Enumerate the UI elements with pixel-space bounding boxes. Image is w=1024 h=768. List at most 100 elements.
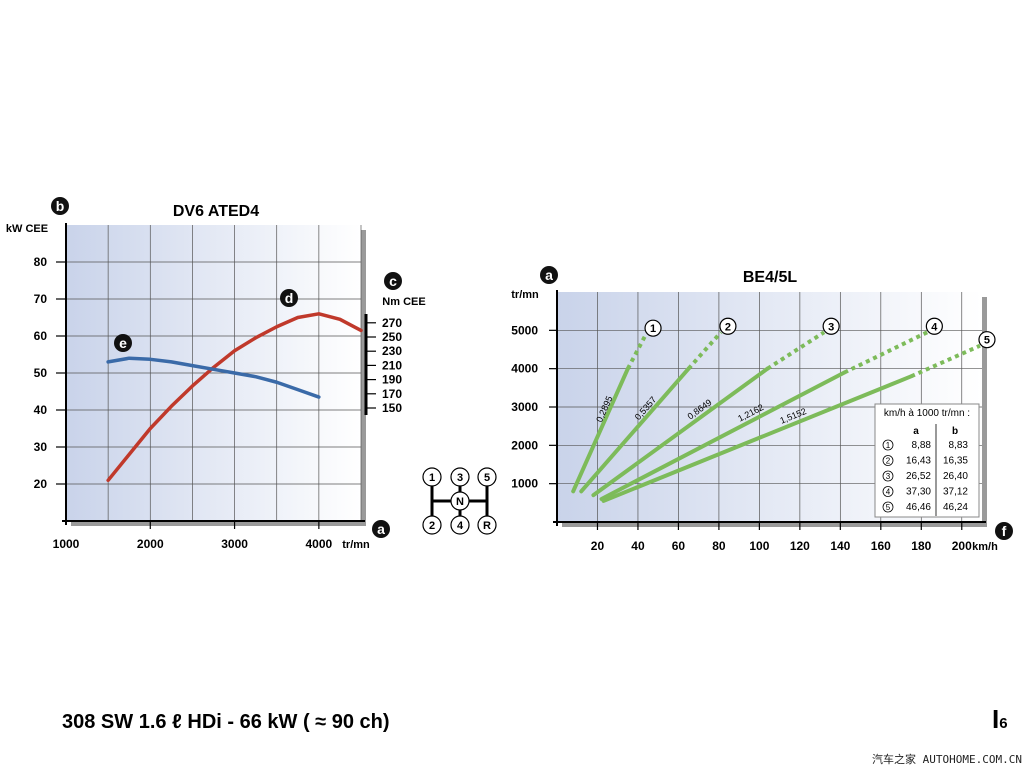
gear-line-2: [579, 366, 691, 494]
x-tick-label: 140: [830, 539, 850, 553]
x-axis-marker-circle: [372, 520, 390, 538]
y-tick-label: 30: [34, 440, 48, 454]
y-axis-marker-circle: [51, 197, 69, 215]
right-tick-label: 190: [382, 373, 402, 387]
speed-table-gear: 4: [886, 488, 891, 497]
right-axis-unit: Nm CEE: [382, 296, 425, 308]
gear-number-2-label: 2: [725, 321, 731, 333]
y-tick-label: 80: [34, 255, 48, 269]
x-axis-marker-circle: [995, 522, 1013, 540]
gear-position-2-circle: [422, 515, 442, 535]
gear-line-1: [571, 366, 630, 494]
gear-line-5: [601, 374, 914, 503]
speed-table-value-a: 37,30: [906, 487, 931, 498]
y-tick-label: 2000: [511, 438, 538, 452]
x-tick-label: 2000: [137, 537, 164, 551]
right-tick-label: 230: [382, 344, 402, 358]
gear-number-1-label: 1: [650, 323, 656, 335]
y-axis-marker-letter: b: [56, 198, 65, 214]
gear-speed-chart: BE4/5L a tr/mn 1000 2000 3000 4000 5000 20 40 60 80…: [511, 266, 1013, 553]
gear-number-5-circle: [978, 331, 996, 349]
watermark: 汽车之家 AUTOHOME.COM.CN: [872, 753, 1022, 766]
y-tick-label: 3000: [511, 400, 538, 414]
gear-position-4-label: 4: [457, 520, 464, 532]
gear-position-3-label: 3: [457, 472, 463, 484]
speed-table-header-a: a: [913, 426, 919, 437]
speed-table-gear: 5: [886, 503, 891, 512]
x-tick-label: 200: [952, 539, 972, 553]
gear-number-2-circle: [719, 317, 737, 335]
gear-position-3-circle: [450, 467, 470, 487]
chart-title: BE4/5L: [743, 269, 797, 286]
gear-position-2-label: 2: [429, 520, 435, 532]
gear-number-1-circle: [644, 319, 662, 337]
y-tick-label: 50: [34, 366, 48, 380]
speed-table-gear-circle: [882, 439, 894, 451]
right-tick-label: 250: [382, 330, 402, 344]
y-tick-label: 4000: [511, 362, 538, 376]
y-tick-label: 1000: [511, 477, 538, 491]
speed-table: km/h à 1000 tr/mn : a b 1 8,88 8,83 2 16,43 16,3…: [874, 403, 980, 518]
x-tick-label: 60: [672, 539, 686, 553]
right-tick-label: 170: [382, 387, 402, 401]
gear-line-3: [591, 366, 770, 498]
speed-table-gear: 3: [886, 472, 891, 481]
speed-table-title: km/h à 1000 tr/mn :: [884, 408, 970, 419]
speed-table-value-b: 8,83: [949, 440, 969, 451]
speed-table-value-b: 26,40: [943, 471, 968, 482]
speed-table-value-a: 46,46: [906, 502, 931, 513]
right-axis-marker-letter: c: [389, 273, 397, 289]
speed-table-header-b: b: [952, 426, 958, 437]
x-tick-label: 40: [631, 539, 645, 553]
right-tick-label: 270: [382, 316, 402, 330]
series-line-e: [106, 356, 321, 399]
speed-table-gear: 1: [886, 441, 891, 450]
gear-position-R-circle: [477, 515, 497, 535]
speed-table-value-a: 16,43: [906, 456, 931, 467]
speed-table-gear: 2: [886, 457, 891, 466]
y-axis-unit: kW CEE: [6, 223, 48, 235]
x-axis-marker-letter: f: [1002, 523, 1007, 539]
gear-number-3-label: 3: [828, 321, 834, 333]
gear-line-dotted-1: [626, 333, 648, 370]
gear-position-1-label: 1: [429, 472, 435, 484]
series-line-d: [106, 312, 363, 483]
gear-number-3-circle: [822, 317, 840, 335]
speed-table-gear-circle: [882, 501, 894, 513]
chart-title: DV6 ATED4: [173, 203, 259, 220]
page-code-main: I: [992, 704, 1000, 734]
y-tick-label: 70: [34, 292, 48, 306]
gear-number-5-label: 5: [984, 335, 990, 347]
y-axis-marker-letter: a: [545, 267, 553, 283]
x-axis-unit: km/h: [972, 541, 998, 553]
y-axis-unit: tr/mn: [511, 289, 539, 301]
x-tick-label: 80: [712, 539, 726, 553]
speed-table-value-b: 16,35: [943, 456, 968, 467]
speed-table-gear-circle: [882, 486, 894, 497]
speed-table-gear-circle: [882, 455, 894, 466]
y-tick-label: 5000: [511, 323, 538, 337]
series-marker-e-circle: [114, 334, 132, 352]
y-tick-label: 20: [34, 477, 48, 491]
gear-position-1-circle: [422, 467, 442, 487]
engine-power-torque-chart: DV6 ATED4 b kW CEE 20 30 40 50 60 70 80 1000 2000 30…: [6, 197, 426, 551]
y-axis-marker-circle: [540, 266, 558, 284]
gear-position-5-circle: [477, 467, 497, 487]
page-code: I6: [992, 704, 1008, 735]
speed-table-value-b: 37,12: [943, 487, 968, 498]
x-axis-unit: tr/mn: [342, 539, 370, 551]
gear-number-4-circle: [925, 317, 943, 335]
x-tick-label: 120: [790, 539, 810, 553]
gear-position-4-circle: [450, 515, 470, 535]
right-tick-label: 210: [382, 358, 402, 372]
x-tick-label: 100: [749, 539, 769, 553]
x-tick-label: 160: [871, 539, 891, 553]
page-code-sub: 6: [999, 715, 1008, 732]
x-tick-label: 20: [591, 539, 605, 553]
speed-table-gear-circle: [882, 470, 894, 482]
gear-position-neutral-circle: [450, 491, 470, 511]
speed-table-value-a: 8,88: [912, 440, 932, 451]
gear-position-5-label: 5: [484, 472, 490, 484]
x-tick-label: 1000: [53, 537, 80, 551]
